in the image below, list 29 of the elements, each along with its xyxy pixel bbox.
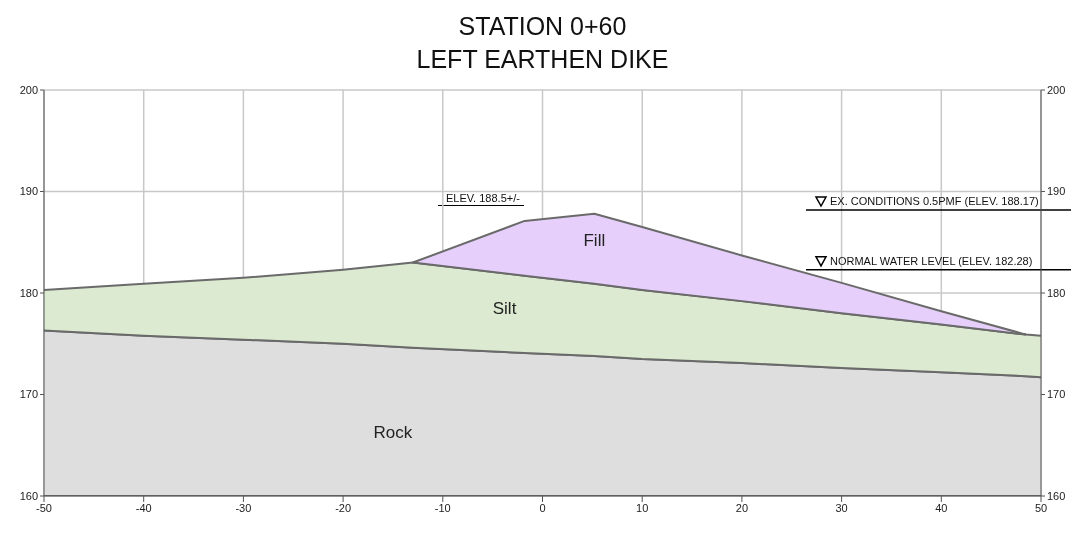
y2-tick-label: 180: [1047, 286, 1066, 299]
y2-tick-label: 200: [1047, 83, 1066, 96]
series-label: Rock: [373, 422, 413, 442]
ref-line-label: NORMAL WATER LEVEL (ELEV. 182.28): [830, 254, 1033, 267]
x-tick-label: -50: [36, 501, 52, 514]
y2-tick-label: 160: [1047, 489, 1066, 502]
x-tick-label: -30: [235, 501, 252, 514]
y2-tick-label: 170: [1047, 388, 1066, 401]
y-tick-label: 160: [19, 489, 38, 502]
x-tick-label: -10: [434, 501, 451, 514]
y-tick-label: 170: [19, 388, 38, 401]
series-label: Fill: [583, 230, 606, 250]
y-tick-label: 200: [19, 83, 38, 96]
ref-line-label: EX. CONDITIONS 0.5PMF (ELEV. 188.17): [830, 195, 1039, 208]
x-tick-label: -40: [135, 501, 152, 514]
chart-title: STATION 0+60: [457, 11, 628, 42]
y2-tick-label: 190: [1047, 185, 1066, 198]
x-tick-label: 40: [935, 501, 948, 514]
chart-subtitle: LEFT EARTHEN DIKE: [415, 44, 670, 75]
y-tick-label: 190: [19, 185, 38, 198]
annotation: ELEV. 188.5+/-: [438, 192, 524, 206]
x-tick-label: -20: [335, 501, 352, 514]
x-tick-label: 50: [1034, 501, 1048, 514]
y-tick-label: 180: [19, 286, 38, 299]
x-tick-label: 0: [539, 501, 546, 514]
x-tick-label: 20: [735, 501, 749, 514]
series-label: Silt: [492, 298, 517, 318]
x-tick-label: 10: [636, 501, 649, 514]
x-tick-label: 30: [835, 501, 848, 514]
